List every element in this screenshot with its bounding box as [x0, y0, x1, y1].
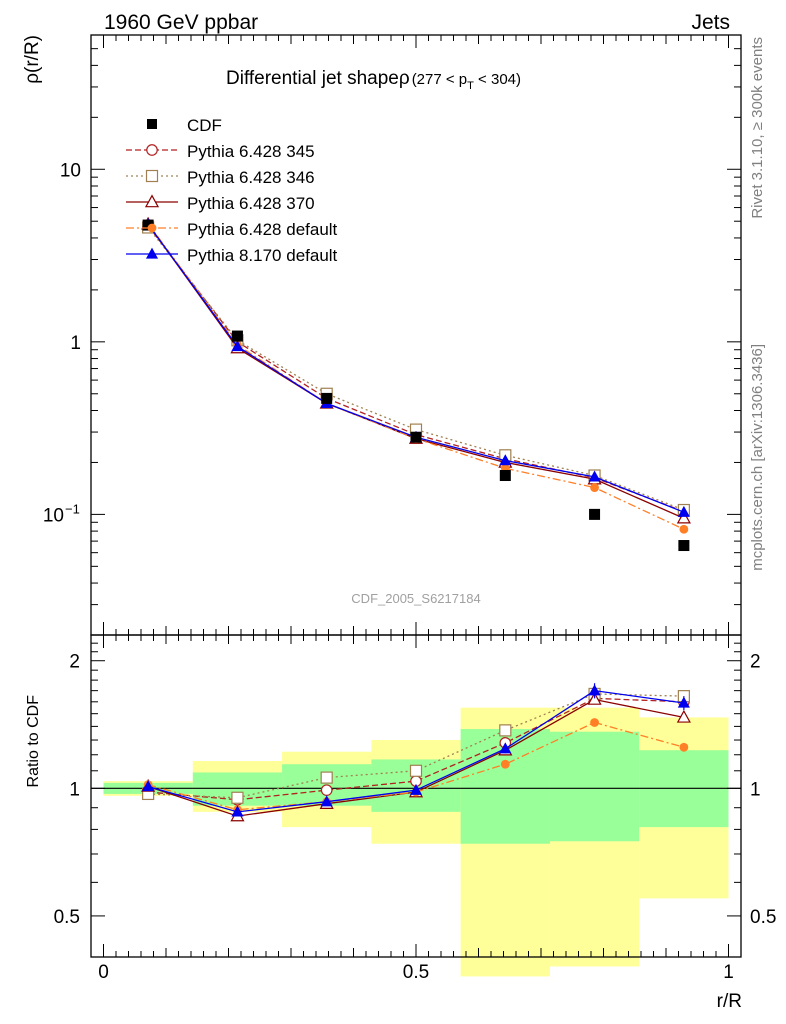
series-point	[499, 454, 512, 466]
x-axis-label: r/R	[717, 991, 742, 1012]
ratio-point	[409, 764, 423, 777]
cdf-data-point	[678, 540, 690, 552]
ratio-point	[588, 684, 601, 696]
ratio-tick-label-right: 1	[750, 779, 761, 800]
series-line	[147, 223, 685, 513]
ratio-y-axis-label: Ratio to CDF	[25, 695, 42, 788]
y-axis-label: ρ(r/R)	[22, 35, 43, 84]
cdf-data-point	[410, 431, 422, 443]
series-point	[676, 510, 691, 524]
ratio-point	[679, 742, 689, 752]
chart-title-cut-sub: T	[467, 80, 474, 92]
legend-marker	[145, 169, 159, 183]
legend-label: Pythia 8.170 default	[187, 246, 338, 265]
ratio-point	[320, 771, 333, 784]
legend: CDF Pythia 6.428 345 Pythia 6.428 346 Pythi…	[126, 116, 338, 265]
ratio-point	[231, 805, 244, 817]
side-label-bottom: mcplots.cern.ch [arXiv:1306.3436]	[749, 344, 766, 571]
ratio-point	[409, 783, 423, 795]
cdf-data-point	[321, 392, 333, 404]
chart-title-main: Differential jet shapeρ	[226, 68, 410, 89]
ratio-stat-band	[549, 731, 640, 842]
legend-marker	[145, 247, 159, 259]
ratio-point	[499, 742, 512, 754]
series-line	[147, 225, 685, 513]
series-line	[147, 227, 685, 511]
ratio-point	[587, 691, 602, 705]
ratio-point	[676, 709, 691, 723]
series-point	[231, 340, 244, 352]
series-point	[679, 524, 689, 534]
legend-marker	[147, 223, 157, 233]
header-left: 1960 GeV ppbar	[104, 11, 258, 34]
header-right: Jets	[691, 11, 730, 34]
legend-label: Pythia 6.428 default	[187, 220, 338, 239]
ratio-point	[320, 795, 333, 807]
ratio-point	[231, 791, 244, 804]
side-label-top: Rivet 3.1.10, ≥ 300k events	[749, 37, 766, 219]
series-point	[588, 470, 601, 482]
chart-title-cut-end: < 304)	[474, 71, 521, 88]
cdf-data-point	[231, 330, 243, 342]
ratio-tick-label-left: 0.5	[54, 907, 80, 928]
chart-title: Differential jet shapeρ (277 < pT < 304)	[226, 68, 521, 92]
legend-label: Pythia 6.428 370	[187, 194, 315, 213]
ratio-point	[677, 696, 690, 708]
ratio-point	[590, 718, 599, 727]
ratio-tick-label-right: 2	[750, 652, 761, 673]
x-tick-label: 0	[98, 962, 109, 983]
series-line	[147, 223, 685, 519]
ratio-tick-label-left: 1	[69, 779, 80, 800]
analysis-id-label: CDF_2005_S6217184	[351, 591, 480, 606]
ratio-point	[142, 780, 155, 792]
ratio-point	[499, 724, 512, 737]
ratio-tick-label-right: 0.5	[750, 907, 776, 928]
y-tick-label: 10	[43, 505, 64, 526]
series-point	[677, 505, 690, 517]
legend-cdf-marker	[147, 119, 157, 129]
legend-cdf-label: CDF	[187, 116, 222, 135]
legend-marker	[144, 194, 160, 208]
x-tick-label: 1	[723, 962, 734, 983]
y-tick-label: 10	[60, 160, 81, 181]
cdf-data-point	[142, 219, 154, 231]
cdf-data-point	[589, 508, 601, 520]
ratio-panel: 0 0.5 1 2 2 1 1 0.5 0.5	[54, 634, 776, 983]
legend-label: Pythia 6.428 346	[187, 168, 315, 187]
y-tick-label: 1	[70, 333, 81, 354]
y-tick-label-exponent: −1	[65, 501, 80, 516]
ratio-tick-label-left: 2	[69, 652, 80, 673]
x-tick-label: 0.5	[403, 962, 429, 983]
legend-marker	[146, 144, 158, 156]
legend-label: Pythia 6.428 345	[187, 142, 315, 161]
ratio-point	[320, 784, 333, 797]
ratio-point	[500, 759, 510, 769]
cdf-data-point	[499, 470, 511, 482]
chart-title-cut: (277 < p	[412, 71, 467, 88]
series-point	[590, 483, 599, 492]
